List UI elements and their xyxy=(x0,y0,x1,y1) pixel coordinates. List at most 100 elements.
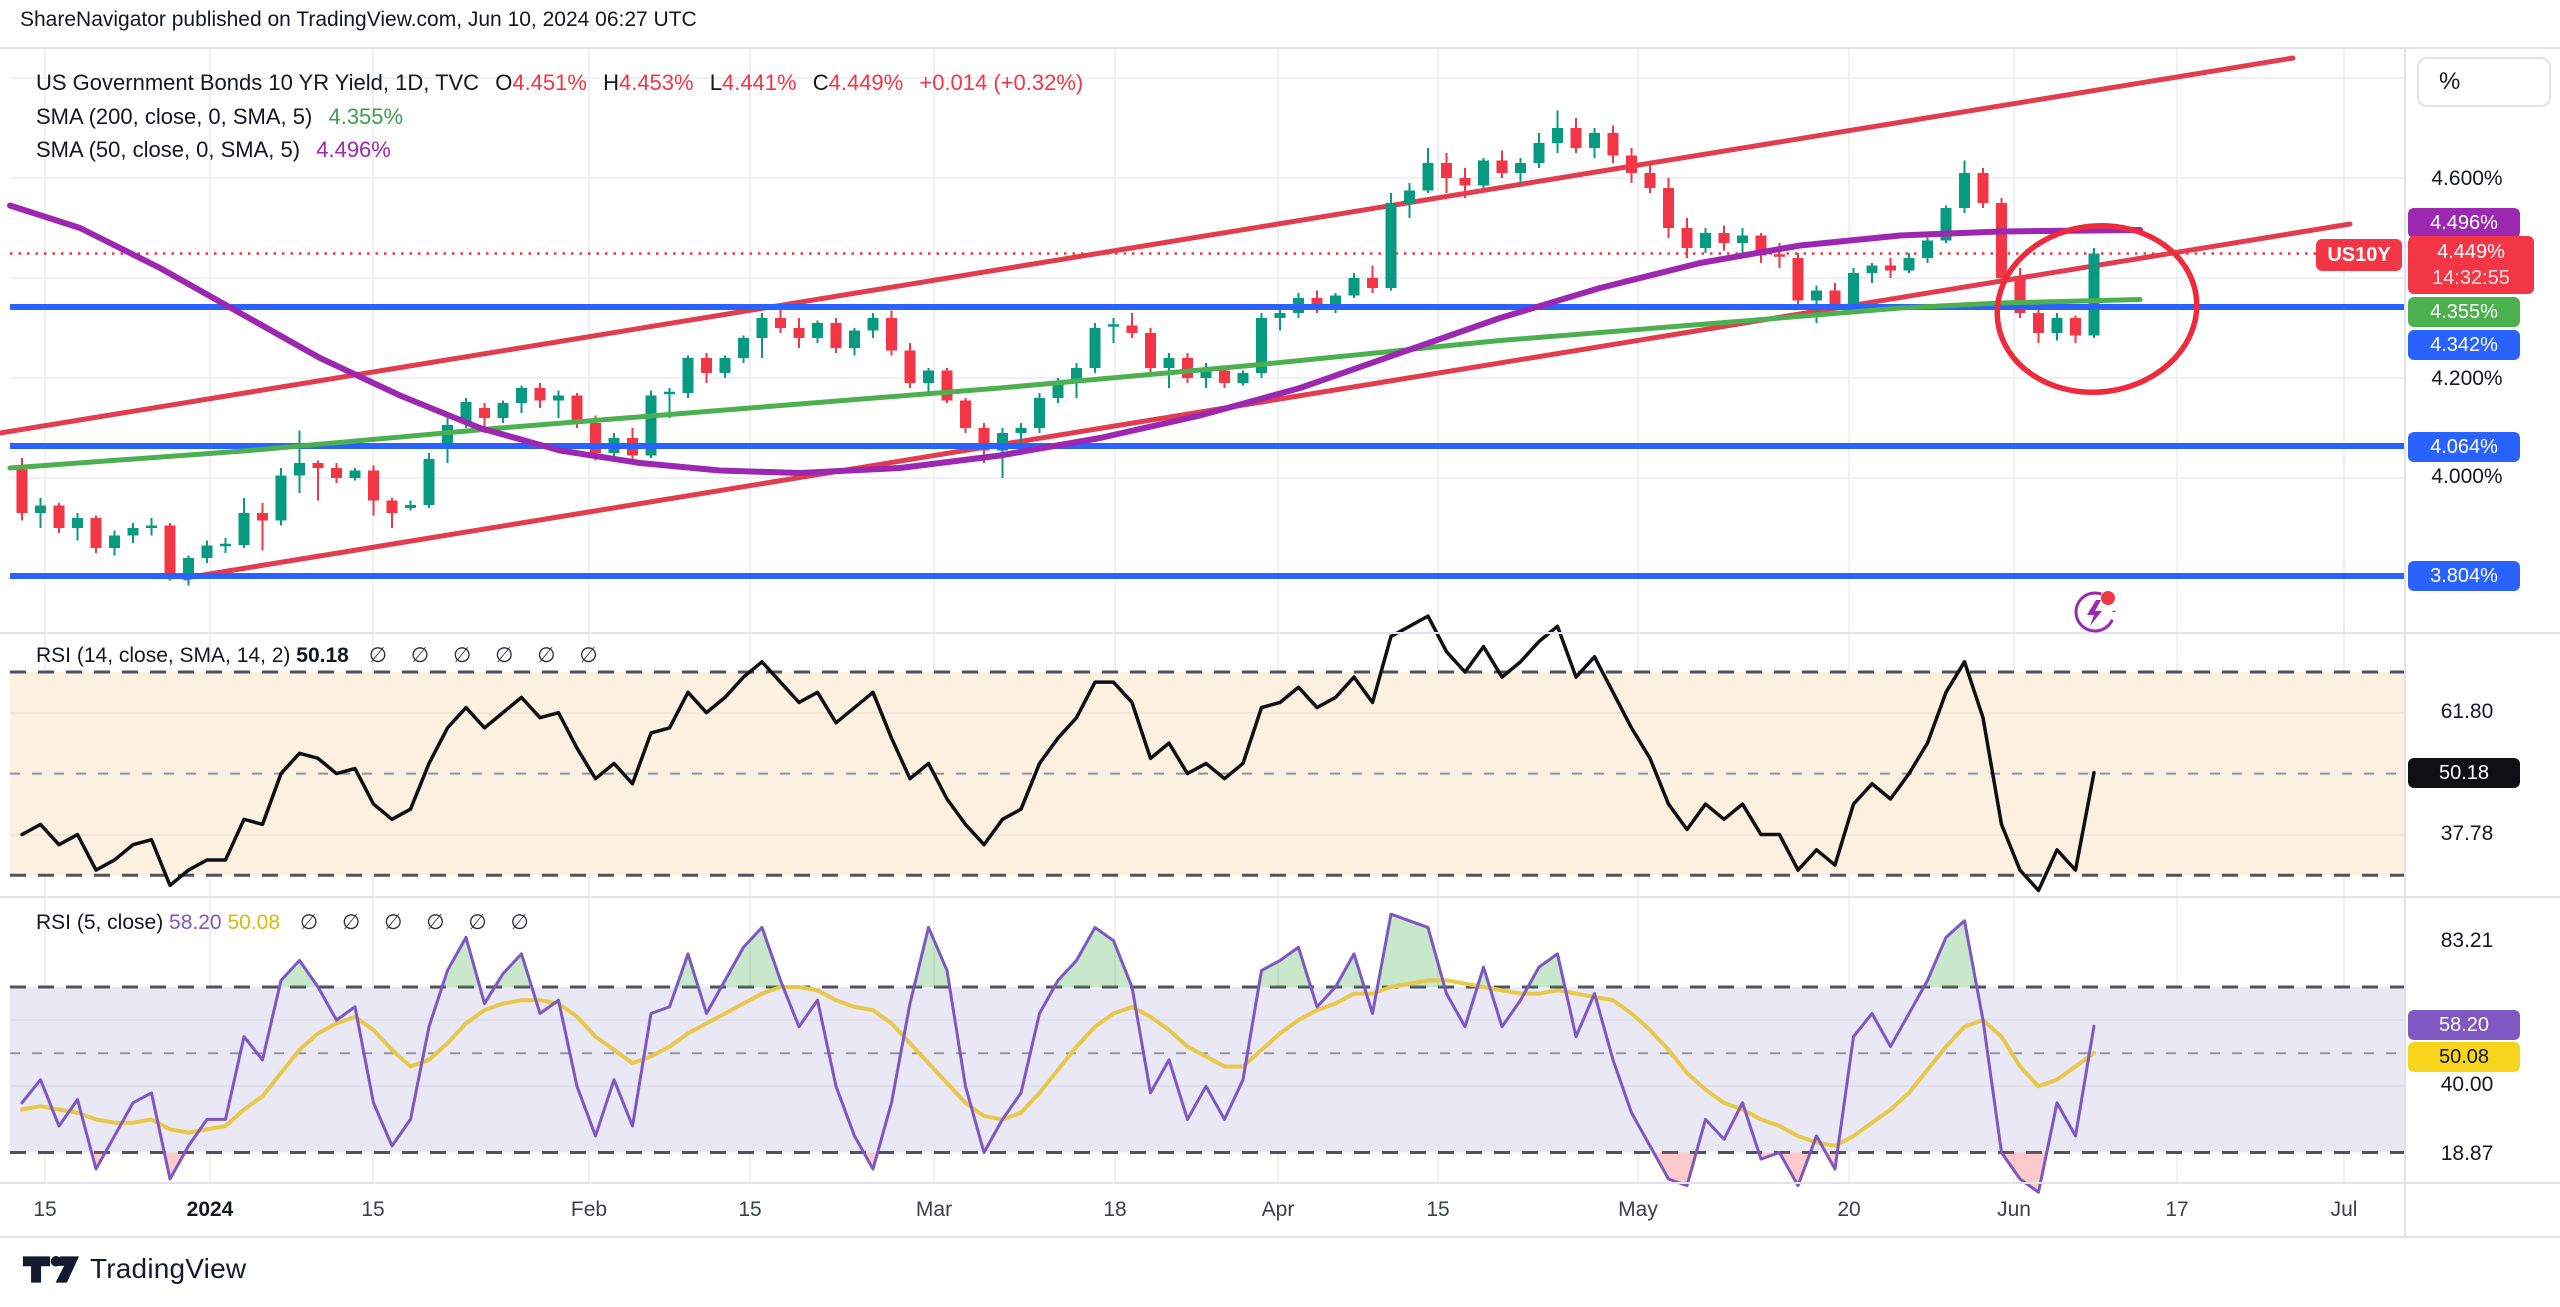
candle-body xyxy=(960,400,971,428)
candle-body xyxy=(1089,328,1101,368)
rsi14-value: 50.18 xyxy=(296,644,349,667)
rsi5-overbought-fill xyxy=(1258,947,1311,987)
candle-body xyxy=(1515,163,1526,173)
trend-channel-upper xyxy=(0,55,2296,436)
candle-body xyxy=(1737,235,1748,243)
time-label: 15 xyxy=(738,1198,762,1221)
rsi5-muted-icons: ∅ ∅ ∅ ∅ ∅ ∅ xyxy=(299,911,538,934)
price-badge: 50.08 xyxy=(2408,1042,2520,1072)
main-legend-row[interactable]: US Government Bonds 10 YR Yield, 1D, TVC… xyxy=(36,70,1083,96)
candle-body xyxy=(1108,324,1119,327)
candle-body xyxy=(571,395,583,423)
candle-body xyxy=(941,370,953,401)
trend-channel-lower xyxy=(182,221,2353,581)
candle-body xyxy=(682,358,694,393)
rsi5-value: 58.20 xyxy=(169,911,222,934)
candle-body xyxy=(16,468,28,513)
price-label: 40.00 xyxy=(2440,1073,2494,1096)
candle-body xyxy=(1922,240,1933,258)
candle-body xyxy=(183,558,194,576)
sma50-legend-row[interactable]: SMA (50, close, 0, SMA, 5) 4.496% xyxy=(36,137,391,163)
time-label: Feb xyxy=(570,1198,608,1221)
candle-body xyxy=(1718,233,1730,243)
candle-body xyxy=(756,318,768,338)
rsi14-legend-row[interactable]: RSI (14, close, SMA, 14, 2) 50.18 ∅ ∅ ∅ … xyxy=(36,643,607,668)
lightning-bolt-glyph xyxy=(2087,600,2102,626)
rsi5-band-fill xyxy=(10,987,2405,1153)
candle-body xyxy=(1256,318,1267,373)
candle-body xyxy=(1145,333,1156,368)
rsi5-overbought-fill xyxy=(676,953,699,987)
candle-body xyxy=(1829,290,1841,306)
candle-body xyxy=(1274,313,1286,318)
ohlc-close-key: C xyxy=(812,70,829,95)
rsi5-overbought-fill xyxy=(721,927,784,987)
price-label: 61.80 xyxy=(2440,700,2494,723)
candle-body xyxy=(127,528,139,536)
ohlc-open-key: O xyxy=(495,70,513,95)
candle-body xyxy=(1996,203,2007,278)
candle-body xyxy=(1607,133,1619,156)
candle-body xyxy=(738,338,749,358)
candle-body xyxy=(1126,325,1138,333)
candle-body xyxy=(2088,253,2100,336)
price-label: 18.87 xyxy=(2440,1142,2494,1165)
candle-body xyxy=(35,505,46,513)
candle-body xyxy=(1422,163,1434,191)
candle-body xyxy=(386,500,398,513)
ohlc-high-value: 4.453% xyxy=(618,70,694,95)
time-label: Mar xyxy=(915,1198,953,1221)
candle-body xyxy=(1977,173,1989,203)
rsi5-line xyxy=(20,912,2096,1194)
percent-scale-button[interactable]: % xyxy=(2417,57,2551,107)
candle-body xyxy=(1385,203,1397,288)
rsi5-oversold-fill xyxy=(1779,1152,1811,1186)
candle-body xyxy=(2070,318,2081,336)
candle-body xyxy=(812,323,823,338)
idea-lightning-icon xyxy=(2074,591,2116,633)
sma200-line xyxy=(7,297,2143,471)
candle-body xyxy=(109,535,120,548)
candle-body xyxy=(1441,163,1452,178)
candle-body xyxy=(2014,278,2026,313)
candle-body xyxy=(1681,228,1693,248)
candle-body xyxy=(1330,295,1341,306)
footer-brand[interactable]: TradingView xyxy=(22,1252,246,1286)
price-badge: 4.496% xyxy=(2408,208,2520,238)
candle-body xyxy=(349,470,361,478)
rsi5-legend-row[interactable]: RSI (5, close) 58.20 50.08 ∅ ∅ ∅ ∅ ∅ ∅ xyxy=(36,910,538,935)
candle-body xyxy=(534,388,546,401)
candle-body xyxy=(997,433,1008,451)
candle-body xyxy=(72,518,83,528)
rsi5-title: RSI (5, close) xyxy=(36,911,164,934)
rsi5-sma-line xyxy=(20,978,2096,1148)
price-badge: 3.804% xyxy=(2408,561,2520,591)
candle-body xyxy=(2033,313,2044,333)
symbol-price-tag: US10Y xyxy=(2316,239,2402,271)
candle-body xyxy=(1885,265,1896,271)
candle-body xyxy=(590,423,601,453)
sma200-legend-row[interactable]: SMA (200, close, 0, SMA, 5) 4.355% xyxy=(36,104,403,130)
candle-body xyxy=(257,513,268,521)
rsi5-sma-value: 50.08 xyxy=(227,911,281,934)
candle-body xyxy=(645,395,657,456)
candle-body xyxy=(1570,128,1582,148)
candle-body xyxy=(238,513,250,545)
sma50-value: 4.496% xyxy=(316,137,391,162)
price-label: 4.000% xyxy=(2431,465,2503,488)
candle-body xyxy=(1311,298,1323,306)
candle-body xyxy=(923,370,934,383)
sma200-label: SMA (200, close, 0, SMA, 5) xyxy=(36,104,313,129)
candle-body xyxy=(1959,173,1970,208)
time-label: 15 xyxy=(33,1198,57,1221)
candle-body xyxy=(1404,190,1415,203)
candle-body xyxy=(1644,173,1656,188)
rsi5-oversold-fill xyxy=(1653,1152,1697,1186)
symbol-title: US Government Bonds 10 YR Yield, 1D, TVC xyxy=(36,70,480,95)
idea-red-dot xyxy=(2101,591,2115,605)
candle-body xyxy=(1774,254,1785,257)
candle-body xyxy=(275,475,287,521)
candle-body xyxy=(368,470,379,501)
